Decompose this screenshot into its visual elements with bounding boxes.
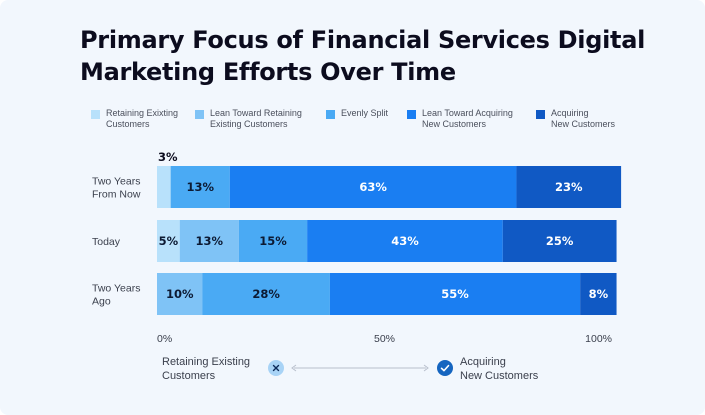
legend-swatch	[536, 110, 545, 119]
bar-segment	[329, 273, 581, 315]
data-label: 23%	[555, 180, 583, 194]
chart-title: Primary Focus of Financial Services Digi…	[80, 26, 646, 86]
legend-swatch	[326, 110, 335, 119]
double-arrow-icon	[290, 364, 430, 372]
bar-segment	[202, 273, 330, 315]
data-label: 63%	[359, 180, 387, 194]
data-label: 3%	[158, 150, 178, 164]
x-icon	[268, 360, 284, 376]
bar-segment	[516, 166, 622, 208]
data-label: 15%	[259, 234, 287, 248]
retention-acquisition-scale: Retaining Existing Customers Acquiring N…	[0, 350, 705, 390]
legend-label: Retaining Exixting Customers	[106, 108, 179, 129]
bar-segment	[580, 273, 617, 315]
data-label: 10%	[166, 287, 194, 301]
legend-label: Evenly Split	[341, 108, 389, 118]
bar-segment	[307, 220, 503, 262]
bar-segment	[170, 166, 230, 208]
legend-label: Lean Toward Retaining Existing Customers	[210, 108, 302, 129]
data-label: 13%	[186, 180, 214, 194]
legend-label: Acquiring New Customers	[551, 108, 616, 129]
legend-swatch	[195, 110, 204, 119]
bar-segment	[157, 166, 171, 208]
x-tick-label: 0%	[157, 333, 172, 345]
bar-segment	[238, 220, 308, 262]
data-label: 43%	[391, 234, 419, 248]
check-icon	[437, 360, 453, 376]
legend: Retaining Exixting Customers Lean Toward…	[91, 108, 631, 138]
stacked-bar-chart: Two Years From Now 3% 13% 63% 23% Today 5% 13% 15…	[92, 150, 622, 345]
bar-segment	[502, 220, 617, 262]
x-tick-label: 50%	[374, 333, 395, 345]
data-label: 55%	[441, 287, 469, 301]
bar-segment	[229, 166, 517, 208]
category-label: Two Years From Now	[92, 176, 141, 201]
bar-segment	[157, 273, 203, 315]
legend-label: Lean Toward Acquiring New Customers	[422, 108, 513, 129]
x-tick-label: 100%	[585, 333, 612, 345]
category-label: Two Years Ago	[92, 283, 140, 308]
legend-swatch	[91, 110, 100, 119]
data-label: 25%	[546, 234, 574, 248]
scale-right-label: Acquiring New Customers	[460, 356, 539, 382]
data-label: 5%	[159, 234, 179, 248]
category-label: Today	[92, 236, 121, 248]
data-label: 13%	[196, 234, 224, 248]
bar-segment	[157, 220, 180, 262]
data-label: 28%	[252, 287, 280, 301]
data-label: 8%	[589, 287, 609, 301]
bar-segment	[179, 220, 239, 262]
legend-swatch	[407, 110, 416, 119]
scale-left-label: Retaining Existing Customers	[162, 356, 251, 382]
